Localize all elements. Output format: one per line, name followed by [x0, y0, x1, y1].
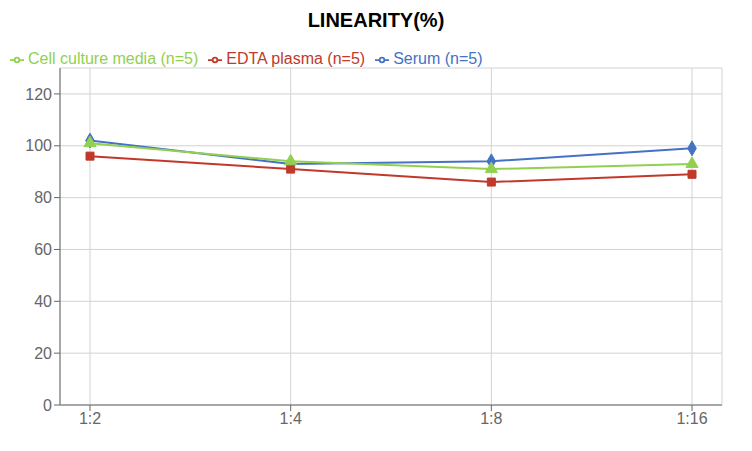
html-text:EDTA plasma (n=5): EDTA plasma (n=5) — [226, 50, 366, 67]
svg-text:1:8: 1:8 — [480, 410, 502, 427]
svg-text:1:4: 1:4 — [280, 410, 302, 427]
html-text:Serum (n=5): Serum (n=5) — [393, 50, 483, 67]
svg-text:1:16: 1:16 — [676, 410, 707, 427]
svg-text:80: 80 — [34, 189, 52, 206]
svg-text:40: 40 — [34, 293, 52, 310]
svg-text:1:2: 1:2 — [79, 410, 101, 427]
svg-text:0: 0 — [43, 397, 52, 414]
svg-text:100: 100 — [25, 137, 52, 154]
svg-text:120: 120 — [25, 86, 52, 103]
html-text:LINEARITY(%): LINEARITY(%) — [307, 9, 445, 31]
html-text:Cell culture media (n=5): Cell culture media (n=5) — [28, 50, 199, 67]
svg-text:60: 60 — [34, 241, 52, 258]
svg-text:20: 20 — [34, 345, 52, 362]
